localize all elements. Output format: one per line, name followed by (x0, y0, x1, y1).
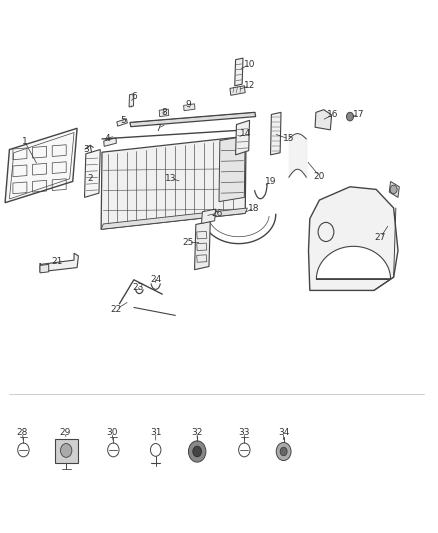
Text: 25: 25 (183, 238, 194, 247)
Polygon shape (40, 264, 49, 273)
Text: 13: 13 (165, 174, 177, 183)
Text: 12: 12 (244, 81, 255, 90)
Text: 1: 1 (22, 137, 28, 146)
Text: 34: 34 (278, 428, 290, 437)
Text: 4: 4 (105, 134, 110, 143)
Polygon shape (55, 439, 78, 463)
Polygon shape (101, 208, 247, 229)
Text: 6: 6 (131, 92, 137, 101)
Polygon shape (85, 150, 100, 197)
Polygon shape (236, 120, 250, 155)
Polygon shape (194, 221, 210, 270)
Text: 2: 2 (88, 174, 93, 183)
Circle shape (188, 441, 206, 462)
Text: 16: 16 (327, 110, 338, 119)
Text: 24: 24 (150, 275, 161, 284)
Text: 22: 22 (111, 304, 122, 313)
Circle shape (60, 443, 72, 457)
Text: 10: 10 (244, 60, 255, 69)
Polygon shape (129, 94, 134, 107)
Text: 15: 15 (283, 134, 295, 143)
Text: 29: 29 (60, 428, 71, 437)
Text: 26: 26 (211, 209, 223, 218)
Polygon shape (104, 138, 117, 147)
Polygon shape (117, 119, 127, 126)
Polygon shape (271, 112, 281, 155)
Text: 20: 20 (314, 172, 325, 181)
Circle shape (193, 446, 201, 457)
Polygon shape (308, 187, 398, 290)
Text: 3: 3 (83, 145, 89, 154)
Polygon shape (315, 110, 332, 130)
Text: 31: 31 (150, 428, 162, 437)
Polygon shape (201, 209, 215, 223)
Polygon shape (316, 246, 391, 279)
Text: 23: 23 (133, 283, 144, 292)
Polygon shape (235, 58, 243, 86)
Polygon shape (130, 112, 256, 127)
Text: 8: 8 (162, 108, 167, 117)
Text: 18: 18 (248, 204, 260, 213)
Text: 14: 14 (240, 129, 251, 138)
Text: 21: 21 (52, 257, 63, 265)
Text: 9: 9 (186, 100, 191, 109)
Text: 19: 19 (265, 177, 276, 186)
Circle shape (280, 447, 287, 456)
Text: 7: 7 (155, 124, 161, 133)
Polygon shape (5, 128, 77, 203)
Polygon shape (40, 253, 78, 272)
Polygon shape (219, 136, 245, 201)
Text: 28: 28 (17, 428, 28, 437)
Polygon shape (184, 104, 195, 111)
Polygon shape (159, 109, 169, 117)
Text: 27: 27 (375, 233, 386, 242)
Text: 17: 17 (353, 110, 364, 119)
Circle shape (346, 112, 353, 121)
Text: 30: 30 (106, 428, 118, 437)
Text: 5: 5 (120, 116, 126, 125)
Text: 33: 33 (239, 428, 250, 437)
Circle shape (390, 185, 397, 193)
Polygon shape (230, 86, 245, 95)
Circle shape (276, 442, 291, 461)
Polygon shape (389, 181, 399, 197)
Text: 32: 32 (191, 428, 203, 437)
Polygon shape (101, 136, 246, 229)
